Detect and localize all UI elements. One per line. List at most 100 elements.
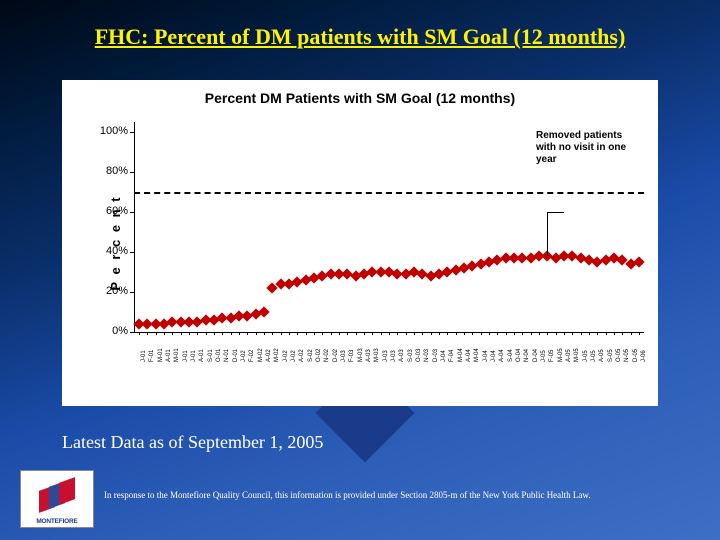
x-tick-label: M-01 — [174, 348, 180, 362]
x-tick-label: N-03 — [424, 349, 430, 362]
x-tick-label: A-04 — [499, 349, 505, 362]
x-tick-label: A-05 — [566, 349, 572, 362]
x-tick-label: J-01 — [141, 350, 147, 362]
x-tick-label: J-04 — [441, 350, 447, 362]
x-tick-label: J-05 — [591, 350, 597, 362]
x-tick-mark — [281, 332, 282, 335]
x-tick-label: J-03 — [383, 350, 389, 362]
x-tick-mark — [181, 332, 182, 335]
x-tick-label: J-02 — [241, 350, 247, 362]
x-tick-mark — [389, 332, 390, 335]
x-tick-mark — [422, 332, 423, 335]
x-tick-label: O-04 — [516, 349, 522, 362]
chart-container: Percent DM Patients with SM Goal (12 mon… — [62, 80, 658, 406]
x-tick-mark — [456, 332, 457, 335]
x-tick-label: J-02 — [283, 350, 289, 362]
x-tick-mark — [272, 332, 273, 335]
x-tick-mark — [289, 332, 290, 335]
x-tick-label: J-05 — [583, 350, 589, 362]
x-tick-mark — [347, 332, 348, 335]
x-tick-mark — [214, 332, 215, 335]
x-tick-label: N-02 — [324, 349, 330, 362]
x-tick-mark — [322, 332, 323, 335]
x-tick-mark — [406, 332, 407, 335]
x-tick-label: A-03 — [366, 349, 372, 362]
x-tick-label: J-01 — [191, 350, 197, 362]
x-tick-label: S-01 — [208, 349, 214, 362]
x-tick-label: M-02 — [274, 348, 280, 362]
y-tick-label: 80% — [96, 165, 128, 177]
x-tick-mark — [156, 332, 157, 335]
y-tick-mark — [130, 132, 134, 133]
y-tick-label: 100% — [96, 125, 128, 137]
slide-title: FHC: Percent of DM patients with SM Goal… — [0, 24, 720, 50]
x-tick-mark — [414, 332, 415, 335]
x-tick-mark — [222, 332, 223, 335]
x-tick-mark — [572, 332, 573, 335]
x-tick-label: M-05 — [574, 348, 580, 362]
data-point — [258, 306, 269, 317]
x-tick-mark — [531, 332, 532, 335]
x-tick-mark — [514, 332, 515, 335]
annotation-line-3: year — [536, 154, 557, 165]
x-tick-label: A-01 — [199, 349, 205, 362]
x-tick-mark — [231, 332, 232, 335]
x-tick-label: N-05 — [624, 349, 630, 362]
annotation-leader — [547, 212, 564, 213]
x-tick-mark — [622, 332, 623, 335]
x-tick-label: M-01 — [158, 348, 164, 362]
x-tick-label: O-03 — [416, 349, 422, 362]
y-tick-label: 60% — [96, 205, 128, 217]
x-tick-mark — [564, 332, 565, 335]
x-tick-label: S-02 — [308, 349, 314, 362]
x-tick-label: F-01 — [149, 350, 155, 362]
x-tick-label: J-04 — [483, 350, 489, 362]
x-tick-label: D-02 — [333, 349, 339, 362]
y-tick-label: 20% — [96, 285, 128, 297]
reference-line — [134, 192, 644, 194]
x-tick-label: J-03 — [391, 350, 397, 362]
x-tick-label: O-05 — [616, 349, 622, 362]
x-tick-label: M-05 — [558, 348, 564, 362]
x-tick-mark — [431, 332, 432, 335]
x-tick-mark — [581, 332, 582, 335]
x-tick-mark — [381, 332, 382, 335]
x-tick-mark — [397, 332, 398, 335]
x-tick-label: D-03 — [433, 349, 439, 362]
x-tick-mark — [172, 332, 173, 335]
x-tick-mark — [264, 332, 265, 335]
x-tick-mark — [247, 332, 248, 335]
x-tick-label: J-03 — [341, 350, 347, 362]
logo-icon — [37, 480, 77, 516]
x-tick-label: J-05 — [541, 350, 547, 362]
y-tick-mark — [130, 212, 134, 213]
chart-title: Percent DM Patients with SM Goal (12 mon… — [62, 90, 658, 106]
x-tick-mark — [589, 332, 590, 335]
x-tick-label: N-04 — [524, 349, 530, 362]
x-tick-mark — [547, 332, 548, 335]
x-tick-label: N-01 — [224, 349, 230, 362]
montefiore-logo: MONTEFIORE — [20, 470, 94, 528]
x-tick-mark — [339, 332, 340, 335]
x-tick-label: D-04 — [533, 349, 539, 362]
logo-text: MONTEFIORE — [36, 518, 77, 525]
subcaption: Latest Data as of September 1, 2005 — [62, 432, 323, 453]
x-tick-label: S-04 — [508, 349, 514, 362]
x-tick-mark — [464, 332, 465, 335]
x-tick-label: F-04 — [449, 350, 455, 362]
annotation-text: Removed patients with no visit in one ye… — [536, 130, 646, 166]
x-tick-mark — [447, 332, 448, 335]
x-tick-label: A-02 — [266, 349, 272, 362]
y-tick-mark — [130, 252, 134, 253]
x-tick-label: A-02 — [299, 349, 305, 362]
y-tick-label: 40% — [96, 245, 128, 257]
slide-background: FHC: Percent of DM patients with SM Goal… — [0, 0, 720, 540]
x-tick-label: D-01 — [233, 349, 239, 362]
x-tick-mark — [639, 332, 640, 335]
x-tick-mark — [372, 332, 373, 335]
annotation-line-1: Removed patients — [536, 130, 622, 141]
data-point — [633, 256, 644, 267]
x-tick-mark — [439, 332, 440, 335]
x-tick-mark — [472, 332, 473, 335]
annotation-leader — [547, 212, 548, 256]
